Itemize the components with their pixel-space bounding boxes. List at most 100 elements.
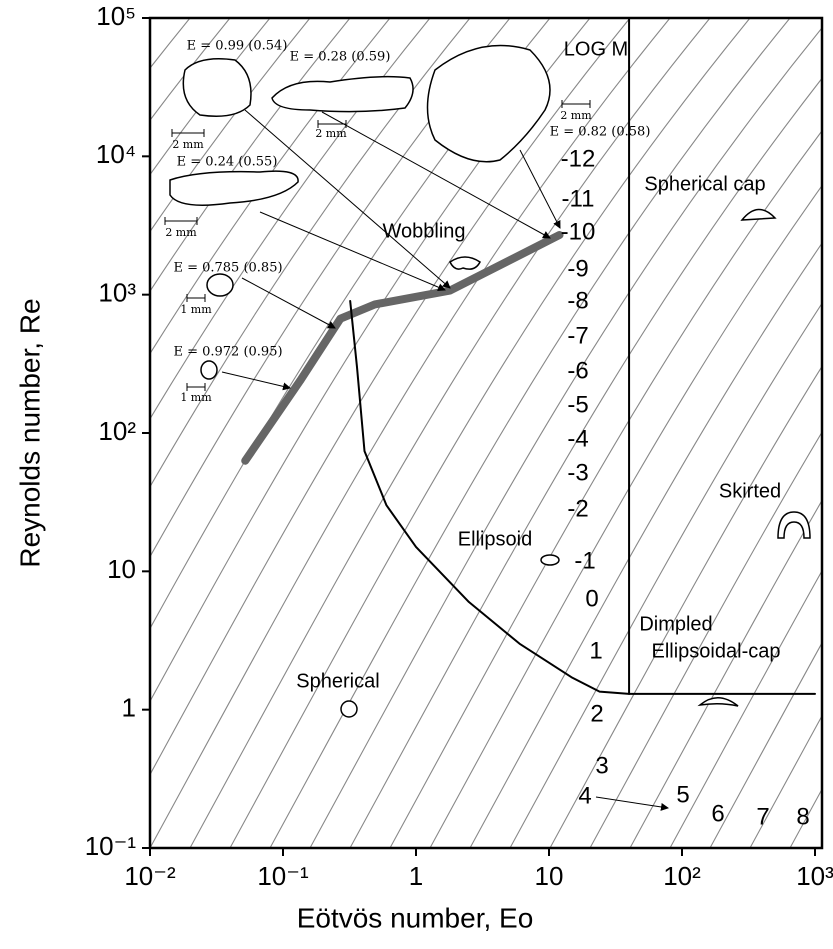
bubble-shape <box>271 75 414 113</box>
bubble-shape <box>206 273 234 297</box>
y-tick-label: 10² <box>98 416 136 446</box>
scale-bar <box>561 100 591 108</box>
morton-label: -2 <box>567 495 588 522</box>
morton-label: 3 <box>595 752 608 779</box>
scale-label: 2 mm <box>165 226 197 239</box>
contour-line <box>789 788 822 848</box>
morton-label: -3 <box>567 459 588 486</box>
contour-line <box>189 18 711 848</box>
scale-label: 1 mm <box>180 303 212 316</box>
arrow <box>241 277 336 329</box>
bubble-shape <box>740 208 777 221</box>
arrow <box>595 796 669 811</box>
region-label: Ellipsoidal-cap <box>652 640 781 662</box>
morton-label: 7 <box>756 803 769 830</box>
contour-line <box>150 18 311 233</box>
x-tick-label: 10 <box>535 861 564 891</box>
contour-line <box>150 18 431 420</box>
bubble-shape <box>200 360 218 380</box>
contour-line <box>229 18 751 848</box>
bubble-shape <box>697 697 739 707</box>
contour-line <box>389 129 822 848</box>
contour-line <box>309 27 822 848</box>
arrow <box>221 371 291 391</box>
morton-label: 0 <box>585 585 598 612</box>
contour-line <box>269 18 791 848</box>
scale-bars <box>164 100 591 391</box>
morton-label: -6 <box>567 357 588 384</box>
x-tick-label: 1 <box>409 861 423 891</box>
bubble-label: E = 0.82 (0.58) <box>550 125 651 140</box>
bubble-label: E = 0.24 (0.55) <box>177 155 278 170</box>
bubble-shape <box>182 58 252 117</box>
scale-label: 2 mm <box>560 109 592 122</box>
morton-label: -11 <box>562 185 595 212</box>
morton-label: 1 <box>589 637 602 664</box>
contour-line <box>150 18 671 848</box>
morton-label: -5 <box>567 391 588 418</box>
region-label: Skirted <box>719 480 781 502</box>
morton-label: 8 <box>796 803 809 830</box>
bubble-label: E = 0.28 (0.59) <box>290 50 391 65</box>
morton-title: LOG M <box>564 38 628 60</box>
bubble-label: E = 0.972 (0.95) <box>173 345 282 360</box>
x-axis-title: Eötvös number, Eo <box>297 902 534 933</box>
x-tick-label: 10⁻² <box>124 861 176 891</box>
y-tick-label: 10⁵ <box>96 1 136 31</box>
contour-line <box>749 714 822 848</box>
morton-label: 2 <box>590 700 603 727</box>
contour-line <box>589 431 822 848</box>
morton-label: 4 <box>578 782 591 809</box>
morton-label: -7 <box>567 322 588 349</box>
y-tick-label: 10⁴ <box>96 139 136 169</box>
y-tick-label: 10³ <box>98 278 136 308</box>
plot-marks <box>241 18 816 695</box>
contour-line <box>469 242 822 848</box>
contour-line <box>669 569 822 848</box>
region-label: Spherical cap <box>644 173 765 195</box>
scale-bar <box>171 129 205 137</box>
arrow <box>321 111 551 239</box>
contour-line <box>150 18 471 488</box>
y-tick-label: 10 <box>107 554 136 584</box>
scale-bar <box>186 383 206 391</box>
contour-line <box>349 77 822 848</box>
x-tick-label: 10² <box>663 861 701 891</box>
scale-bar <box>164 217 198 225</box>
arrow <box>244 109 451 289</box>
y-axis-title: Reynolds number, Re <box>14 298 45 567</box>
contour-line <box>150 18 511 558</box>
morton-label: 6 <box>711 800 724 827</box>
x-tick-label: 10³ <box>796 861 833 891</box>
bubble-shape <box>449 256 481 270</box>
bubble-trajectory <box>241 230 564 465</box>
y-tick-label: 1 <box>122 693 136 723</box>
morton-label: -10 <box>561 218 596 245</box>
bubble-shape <box>540 554 560 566</box>
morton-label: -1 <box>574 547 595 574</box>
scale-label: 2 mm <box>172 138 204 151</box>
regime-boundary <box>349 299 816 695</box>
bubble-arrows <box>221 109 669 811</box>
bubble-shapes <box>169 44 811 718</box>
bubble-shape <box>426 44 551 163</box>
morton-label: -4 <box>567 425 588 452</box>
x-tick-label: 10⁻¹ <box>257 861 309 891</box>
arrow <box>519 149 561 229</box>
morton-label: -8 <box>567 287 588 314</box>
contour-line <box>150 18 351 293</box>
bubble-label: E = 0.785 (0.85) <box>173 261 282 276</box>
contour-line <box>509 302 822 848</box>
morton-label: -9 <box>567 255 588 282</box>
contour-line <box>150 18 271 176</box>
contour-line <box>549 365 822 848</box>
region-label: Dimpled <box>639 613 712 635</box>
bubble-shape <box>169 170 299 206</box>
arrow <box>259 211 446 291</box>
scale-label: 1 mm <box>180 391 212 404</box>
contour-line <box>629 499 822 848</box>
scale-label: 2 mm <box>315 127 347 140</box>
region-label: Ellipsoid <box>458 528 532 550</box>
morton-label: 5 <box>676 781 689 808</box>
